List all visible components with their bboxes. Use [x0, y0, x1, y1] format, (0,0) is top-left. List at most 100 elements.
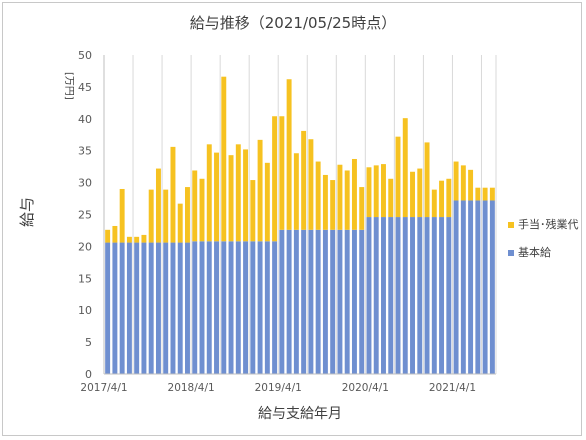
bar-base-salary	[264, 241, 270, 374]
bar-base-salary	[410, 217, 415, 374]
bar-allowance	[366, 167, 372, 218]
bar-base-salary	[359, 229, 365, 374]
bar-base-salary	[453, 200, 459, 374]
bar-allowance	[388, 178, 394, 218]
bar-base-salary	[105, 242, 111, 374]
bar-base-salary	[126, 242, 132, 374]
bar-allowance	[177, 203, 183, 243]
bar-allowance	[489, 187, 495, 201]
bar-allowance	[381, 164, 386, 218]
bar-allowance	[170, 146, 176, 243]
bar-allowance	[235, 144, 241, 242]
bar-base-salary	[185, 242, 190, 374]
bar-allowance	[395, 136, 401, 218]
x-tick-label: 2017/4/1	[80, 382, 127, 394]
bar-allowance	[431, 189, 437, 218]
bar-base-salary	[468, 200, 474, 374]
bar-allowance	[410, 171, 415, 218]
bar-base-salary	[272, 241, 278, 374]
bar-allowance	[105, 229, 111, 243]
bar-allowance	[141, 234, 147, 243]
legend-swatch	[508, 250, 514, 256]
bar-allowance	[293, 153, 299, 230]
y-tick-label: 50	[78, 49, 92, 62]
bar-allowance	[446, 178, 452, 218]
bar-allowance	[301, 130, 307, 230]
bar-base-salary	[330, 229, 336, 374]
bar-base-salary	[344, 229, 350, 374]
bar-allowance	[344, 170, 350, 230]
bar-allowance	[402, 118, 408, 218]
bar-base-salary	[148, 242, 154, 374]
y-tick-label: 40	[78, 113, 92, 126]
bar-base-salary	[235, 241, 241, 374]
bar-base-salary	[250, 241, 256, 374]
bar-base-salary	[366, 217, 372, 374]
y-axis-unit: [万円]	[63, 72, 74, 100]
y-tick-label: 30	[78, 177, 92, 190]
bar-allowance	[206, 144, 212, 242]
bar-base-salary	[279, 229, 285, 374]
bar-allowance	[475, 187, 481, 201]
bar-allowance	[264, 162, 270, 242]
bar-base-salary	[308, 229, 314, 374]
bar-allowance	[279, 116, 285, 230]
bar-base-salary	[163, 242, 169, 374]
x-tick-label: 2021/4/1	[429, 382, 476, 394]
bar-base-salary	[257, 241, 263, 374]
bar-base-salary	[177, 242, 183, 374]
bar-base-salary	[134, 242, 140, 374]
bar-base-salary	[460, 200, 466, 374]
bar-base-salary	[351, 229, 357, 374]
bar-allowance	[228, 155, 234, 242]
bar-base-salary	[293, 229, 299, 374]
bar-base-salary	[119, 242, 125, 374]
bar-allowance	[221, 76, 227, 242]
y-tick-label: 45	[78, 81, 92, 94]
bar-allowance	[424, 142, 430, 218]
bar-base-salary	[243, 241, 249, 374]
bar-allowance	[126, 236, 132, 243]
legend-swatch	[508, 222, 514, 228]
x-tick-label: 2018/4/1	[168, 382, 215, 394]
bar-base-salary	[214, 241, 219, 374]
bar-base-salary	[286, 229, 292, 374]
bar-allowance	[199, 178, 205, 242]
y-tick-label: 0	[85, 368, 92, 381]
bar-allowance	[308, 139, 314, 230]
bar-allowance	[112, 225, 118, 243]
y-tick-label: 20	[78, 240, 92, 253]
y-axis-label: 給与	[18, 197, 36, 227]
bar-base-salary	[221, 241, 227, 374]
bar-allowance	[185, 187, 190, 243]
bar-base-salary	[199, 241, 205, 374]
bar-base-salary	[170, 242, 176, 374]
x-tick-label: 2020/4/1	[342, 382, 389, 394]
bar-allowance	[272, 116, 278, 242]
bar-base-salary	[322, 229, 328, 374]
bar-allowance	[330, 180, 336, 230]
bar-allowance	[468, 169, 474, 201]
bar-base-salary	[337, 229, 343, 374]
bar-allowance	[417, 168, 423, 218]
bar-base-salary	[439, 217, 445, 374]
bar-allowance	[163, 189, 169, 243]
bar-base-salary	[482, 200, 488, 374]
bar-allowance	[453, 161, 459, 201]
bar-allowance	[119, 188, 125, 243]
bar-allowance	[155, 168, 161, 243]
bar-base-salary	[395, 217, 401, 374]
x-axis-label: 給与支給年月	[258, 406, 342, 422]
chart-title: 給与推移（2021/05/25時点）	[190, 14, 396, 32]
bar-base-salary	[446, 217, 452, 374]
bar-allowance	[439, 180, 445, 218]
bar-base-salary	[206, 241, 212, 374]
y-tick-label: 25	[78, 209, 92, 222]
bar-allowance	[148, 189, 154, 243]
y-tick-label: 35	[78, 145, 92, 158]
bar-allowance	[214, 152, 219, 242]
bar-allowance	[315, 161, 321, 230]
bar-base-salary	[388, 217, 394, 374]
bar-base-salary	[431, 217, 437, 374]
